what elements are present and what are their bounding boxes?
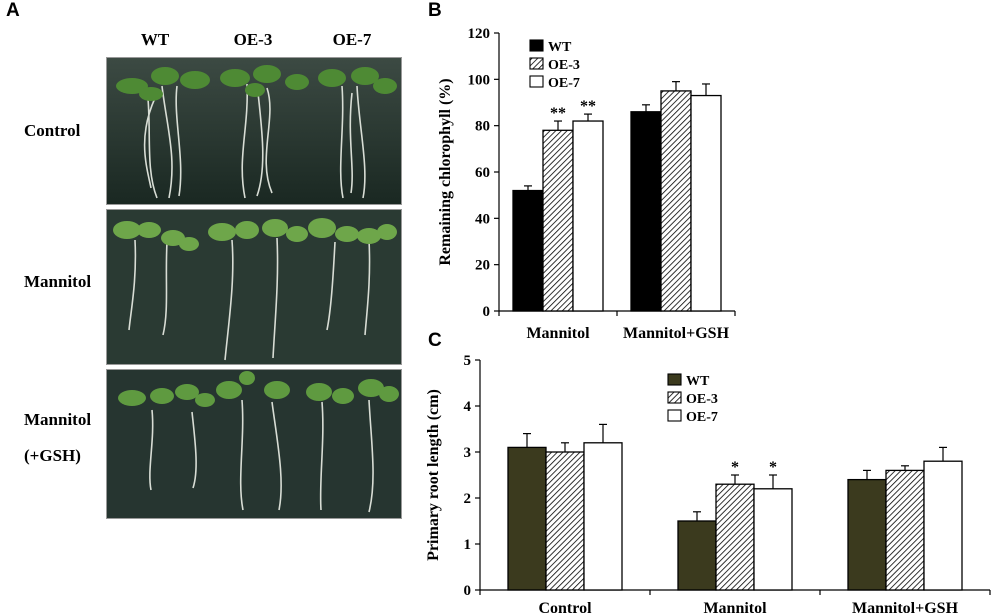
bar-mannitol-oe-3 [715,483,755,591]
legend-label-oe-7: OE-7 [548,76,580,91]
legend-swatch-oe-7 [667,409,682,422]
legend-swatch-oe-3 [667,391,682,404]
bar-mannitol-gsh-wt [847,478,887,591]
bar-mannitol-wt [512,189,544,312]
legend-label-wt: WT [548,40,572,55]
x-category-label-mannitol: Mannitol [703,600,767,616]
y-tick-label: 5 [464,353,472,369]
legend-swatch-wt [667,373,682,386]
significance-marker: ** [580,98,596,115]
significance-marker: ** [550,105,566,122]
bar-control-oe-7 [583,442,623,591]
bar-mannitol-oe-7 [572,120,604,312]
bar-control-wt [507,446,547,591]
y-tick-label: 60 [475,165,490,181]
y-axis-label: Primary root length (cm) [425,389,442,561]
panel-a-photographs: A WT OE-3 OE-7 Control Mannitol Mannitol… [0,0,420,616]
legend-label-oe-3: OE-3 [548,58,580,73]
y-tick-label: 100 [468,72,491,88]
y-tick-label: 0 [483,304,491,320]
panel-b-letter: B [428,0,442,21]
bar-control-oe-3 [545,451,585,591]
seedling-photo-mannitol-gsh [106,369,402,519]
row-label-gsh-suffix: (+GSH) [24,446,81,465]
row-label-mannitol: Mannitol [24,272,92,291]
y-tick-label: 4 [464,399,472,415]
legend-swatch-oe-7 [529,75,544,88]
panel-c-letter: C [428,330,442,351]
x-category-label-control: Control [538,600,592,616]
x-category-label-mannitol: Mannitol [526,325,590,342]
x-category-label-mannitol-gsh: Mannitol+GSH [623,325,730,342]
y-tick-label: 20 [475,258,490,274]
y-tick-label: 3 [464,445,472,461]
column-label-wt: WT [140,30,170,49]
panel-a-letter: A [6,0,20,21]
row-label-control: Control [24,121,81,140]
bar-mannitol-oe-7 [753,488,793,591]
bar-mannitol-gsh-oe-3 [885,469,925,591]
legend-swatch-wt [529,39,544,52]
bar-mannitol-gsh-oe-7 [923,460,963,591]
legend-label-oe-7: OE-7 [686,410,718,425]
y-tick-label: 40 [475,211,490,227]
y-tick-label: 2 [464,491,472,507]
seedling-photo-mannitol [106,209,402,365]
y-axis-label: Remaining chlorophyll (%) [437,78,454,265]
significance-marker: * [731,459,739,476]
y-tick-label: 0 [464,583,472,599]
bar-mannitol-wt [677,520,717,591]
chart-c-primary-root-length: 0 1 2 3 4 5 Primary root length (cm) Control * * M… [425,353,991,616]
row-label-mannitol-gsh: Mannitol [24,410,92,429]
y-tick-label: 1 [464,537,472,553]
x-category-label-mannitol-gsh: Mannitol+GSH [852,600,959,616]
legend-label-oe-3: OE-3 [686,392,718,407]
y-tick-label: 80 [475,119,490,135]
bar-mannitol-gsh-oe-7 [690,94,722,312]
column-label-oe3: OE-3 [233,30,273,49]
legend-swatch-oe-3 [529,57,544,70]
significance-marker: * [769,459,777,476]
y-tick-label: 120 [468,26,491,42]
chart-b-remaining-chlorophyll: 0 20 40 60 80 100 120 Remaining chlorophyll (%)… [437,26,736,342]
column-label-oe7: OE-7 [332,30,372,49]
seedling-photo-control [106,57,402,205]
bar-mannitol-gsh-wt [630,111,662,312]
legend-label-wt: WT [686,374,710,389]
bar-mannitol-oe-3 [542,129,574,312]
bar-mannitol-gsh-oe-3 [660,90,692,312]
